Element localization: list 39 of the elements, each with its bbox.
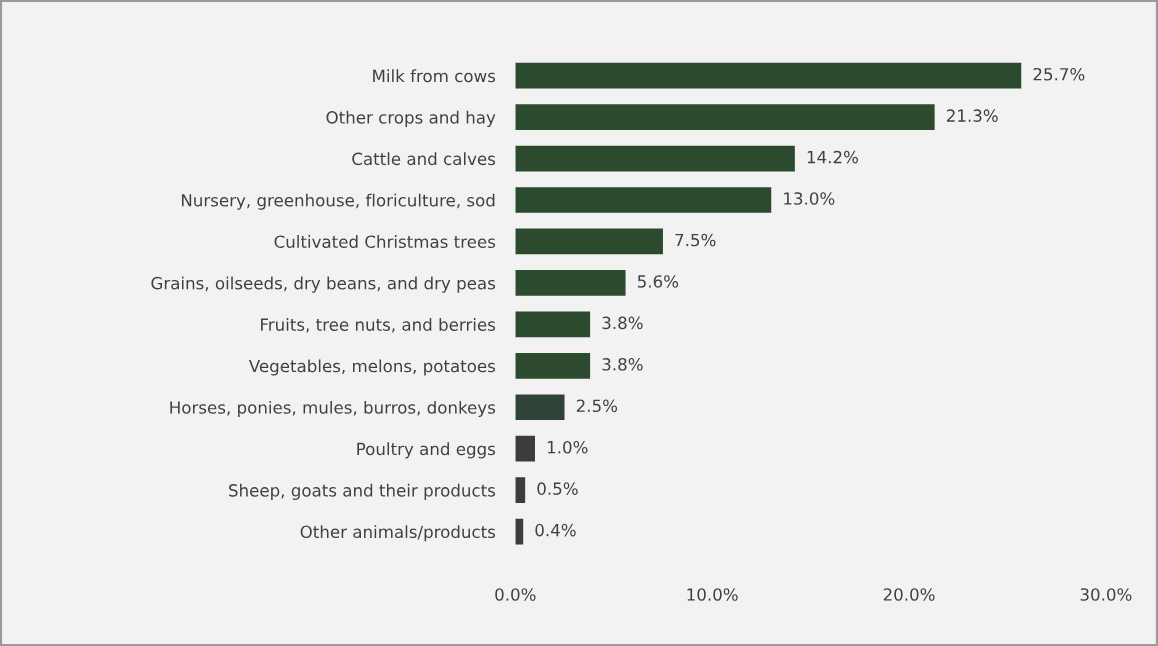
y-tick-label: Other crops and hay (326, 110, 496, 127)
bar (515, 62, 1022, 89)
data-label: 3.8% (602, 358, 643, 371)
bar (515, 311, 591, 338)
y-tick-label: Vegetables, melons, potatoes (248, 359, 496, 376)
y-tick-label: Grains, oilseeds, dry beans, and dry peas (151, 276, 496, 293)
y-tick-label: Fruits, tree nuts, and berries (261, 318, 496, 333)
data-label: 5.6% (637, 275, 679, 288)
x-tick-label: 20.0% (883, 588, 935, 601)
y-tick-label: Cultivated Christmas trees (274, 235, 496, 249)
bar (515, 477, 526, 503)
data-label: 0.5% (537, 482, 578, 495)
x-tick-label: 10.0% (687, 588, 738, 601)
data-label: 3.8% (602, 316, 643, 330)
bar (515, 187, 772, 213)
y-tick-label: Sheep, goats and their products (229, 483, 496, 500)
data-label: 7.5% (675, 233, 716, 247)
data-label: 25.7% (1033, 67, 1085, 81)
data-label: 2.5% (576, 399, 618, 413)
x-tick-label: 30.0% (1080, 588, 1132, 601)
bar (515, 270, 626, 296)
y-tick-label: Other animals/products (300, 525, 496, 542)
y-tick-label: Nursery, greenhouse, floriculture, sod (181, 193, 495, 210)
data-label: 13.0% (784, 192, 835, 205)
y-tick-label: Milk from cows (373, 69, 496, 83)
data-label: 0.4% (535, 523, 576, 537)
y-tick-label: Cattle and calves (352, 152, 496, 166)
bar (515, 394, 565, 421)
data-label: 1.0% (547, 440, 588, 454)
data-label: 21.3% (946, 109, 998, 122)
data-label: 14.2% (807, 150, 858, 164)
y-tick-label: Horses, ponies, mules, burros, donkeys (170, 400, 496, 418)
bar (515, 435, 535, 462)
bar (515, 104, 935, 130)
bar (515, 352, 591, 379)
bar (515, 228, 663, 255)
bar (515, 145, 795, 172)
y-tick-label: Poultry and eggs (357, 442, 496, 459)
x-tick-label: 0.0% (495, 588, 536, 601)
